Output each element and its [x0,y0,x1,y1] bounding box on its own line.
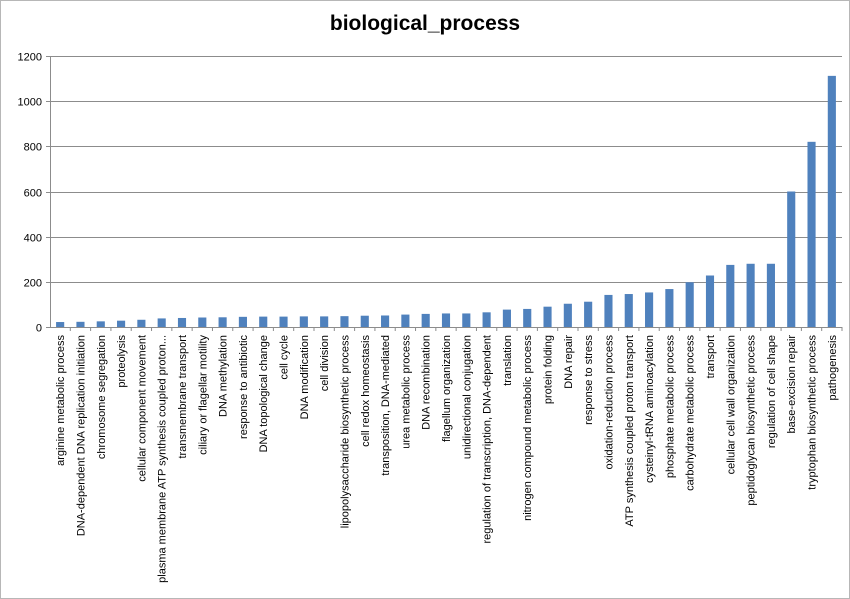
bar [76,321,85,327]
bar [299,316,308,327]
bar [787,191,796,327]
bar [563,303,572,327]
chart-title: biological_process [329,12,521,35]
x-tick-label: DNA recombination [421,335,433,430]
x-tick-label: response to antibiotic [238,335,250,439]
x-tick-label: cysteinyl-tRNA aminoacylation [644,335,656,483]
x-tick-label: transposition, DNA-mediated [380,335,392,476]
bar [746,263,755,327]
bar [705,275,715,327]
bar [117,320,126,327]
bar [259,316,268,327]
x-tick-label: cell division [319,335,331,391]
y-axis-ticks: 0 200 400 600 800 1000 1200 [18,52,42,335]
bar [56,322,65,327]
x-tick-label: DNA modification [299,335,311,419]
axes [46,56,843,331]
x-tick-label: phosphate metabolic process [664,335,676,479]
y-tick-label: 600 [24,188,42,200]
bar [441,313,451,327]
y-tick-label: 1200 [18,52,42,64]
x-tick-label: arginine metabolic process [55,335,67,466]
bar [381,315,390,327]
bar [645,292,654,327]
x-tick-label: transport [705,335,717,378]
x-tick-label: DNA repair [563,335,575,389]
x-tick-label: urea metabolic process [400,335,412,449]
bar [218,317,227,327]
x-tick-label: flagellum organization [441,335,453,442]
x-tick-label: cellular component movement [136,335,148,482]
bar [502,309,511,327]
y-tick-label: 0 [36,323,42,335]
bar [137,319,146,327]
x-tick-label: regulation of transcription, DNA-depende… [482,335,494,544]
x-tick-label: peptidoglycan biosynthetic process [746,335,758,506]
x-tick-label: ciliary or flagellar motility [197,335,209,455]
bar [482,312,491,327]
x-tick-label: unidirectional conjugation [461,335,473,459]
bar [320,316,329,327]
x-tick-label: lipopolysaccharide biosynthetic process [339,335,351,529]
bar [177,317,187,327]
bars [56,75,836,328]
bar [238,316,247,327]
x-tick-label: ATP synthesis coupled proton transport [624,335,636,527]
bar [421,313,430,327]
bar [96,321,105,327]
x-tick-label: DNA-dependent DNA replication initiation [75,335,87,536]
x-tick-label: DNA methylation [218,335,230,417]
bar [523,308,532,327]
x-tick-label: plasma membrane ATP synthesis coupled pr… [157,335,169,583]
x-tick-label: protein folding [543,335,555,404]
bar [685,282,694,327]
x-tick-label: translation [502,335,514,386]
bar [462,313,471,327]
x-tick-label: transmembrane transport [177,335,189,459]
bar [360,315,369,327]
x-tick-label: nitrogen compound metabolic process [522,335,534,521]
gridlines [50,56,842,283]
bar [624,294,633,327]
x-tick-label: oxidation-reduction process [603,335,615,470]
y-tick-label: 800 [24,142,42,154]
bar [604,294,613,327]
bar [827,75,836,328]
bar [584,301,593,327]
x-tick-label: response to stress [583,335,595,425]
bar [543,306,552,327]
x-tick-label: tryptophan biosynthetic process [807,335,819,490]
x-tick-label: cell redox homeostasis [360,335,372,447]
x-tick-label: pathogenesis [827,335,839,401]
bar [807,141,816,327]
x-tick-label: regulation of cell shape [766,335,778,448]
x-tick-label: DNA topological change [258,335,270,452]
x-tick-label: chromosome segregation [96,335,108,459]
bar [726,264,735,327]
x-tick-label: carbohydrate metabolic process [685,335,697,491]
bar [340,316,349,327]
y-tick-label: 1000 [18,97,42,109]
bar [198,317,207,327]
y-tick-label: 400 [24,233,42,245]
x-tick-label: cell cycle [279,335,291,380]
x-tick-label: base-excision repair [786,335,798,434]
bar [665,289,674,327]
bar [279,316,288,327]
bar [157,318,166,327]
y-tick-label: 200 [24,278,42,290]
bar [401,314,410,327]
x-tick-label: cellular cell wall organization [725,335,737,474]
bar [766,263,775,327]
x-tick-label: proteolysis [116,335,128,388]
x-axis-ticks: arginine metabolic process DNA-dependent … [55,335,839,583]
